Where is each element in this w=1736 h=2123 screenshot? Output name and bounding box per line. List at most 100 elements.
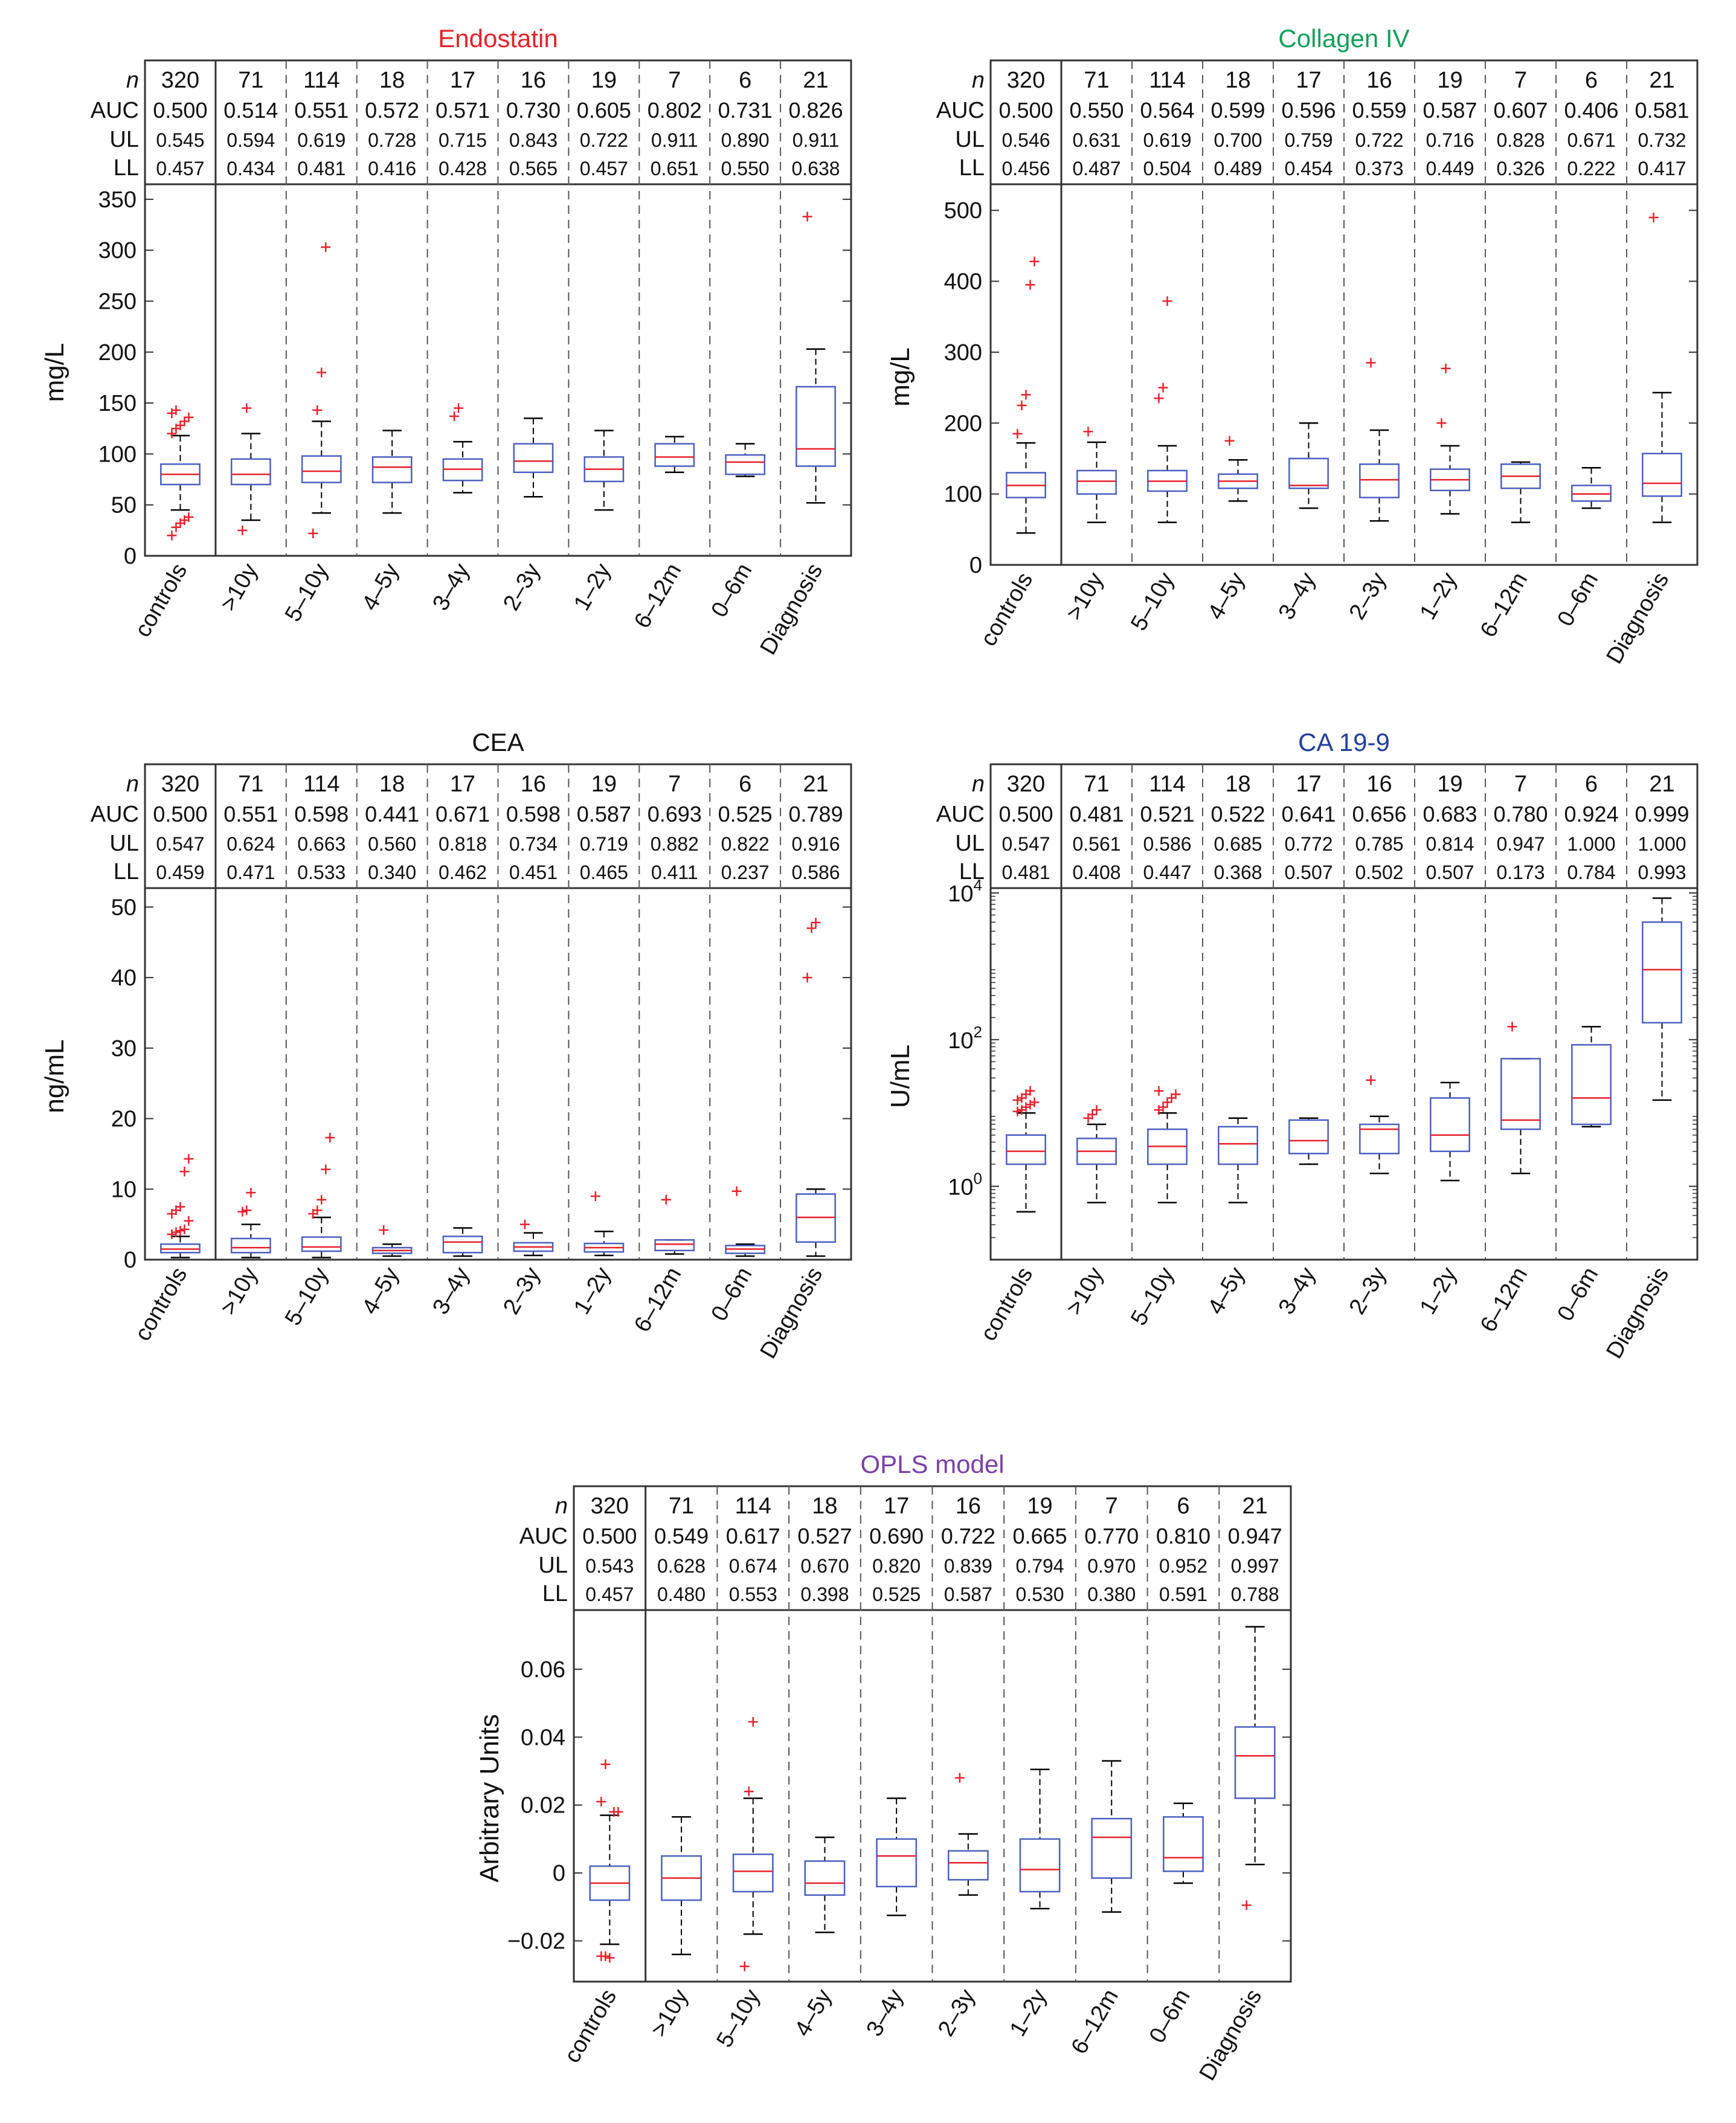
table-cell: 0.521 bbox=[1140, 802, 1194, 826]
outlier-point bbox=[379, 1225, 389, 1235]
outlier-point bbox=[1436, 418, 1447, 428]
table-cell: 0.820 bbox=[872, 1555, 921, 1577]
outlier-point bbox=[184, 412, 194, 422]
chart-title: CA 19-9 bbox=[1298, 728, 1390, 756]
table-row-label: LL bbox=[114, 155, 139, 181]
x-tick-label: 6–12m bbox=[629, 1263, 686, 1337]
table-cell: 0.716 bbox=[1426, 129, 1474, 151]
table-cell: 16 bbox=[956, 1493, 981, 1519]
table-row-label: AUC bbox=[936, 98, 985, 123]
table-cell: 0.456 bbox=[1001, 158, 1050, 179]
table-cell: 19 bbox=[1027, 1493, 1052, 1519]
table-row-label: UL bbox=[109, 831, 139, 856]
table-cell: 0.500 bbox=[153, 802, 207, 826]
table-cell: 0.462 bbox=[439, 862, 487, 883]
table-row-label: AUC bbox=[519, 1524, 568, 1549]
x-tick-label: 1–2y bbox=[569, 559, 616, 615]
y-axis-label: mg/L bbox=[886, 347, 915, 407]
box-6 bbox=[1430, 1081, 1470, 1182]
outlier-point bbox=[1648, 212, 1659, 222]
table-cell: 0.843 bbox=[509, 129, 558, 151]
table-cell: 0.911 bbox=[792, 129, 840, 151]
table-cell: 18 bbox=[1225, 772, 1250, 797]
x-tick-label: 4–5y bbox=[357, 559, 404, 615]
table-cell: 0.828 bbox=[1496, 129, 1545, 151]
table-cell: 17 bbox=[450, 68, 475, 93]
y-tick-label: 30 bbox=[111, 1036, 137, 1062]
table-row-label: UL bbox=[955, 127, 985, 152]
x-tick-label: 3–4y bbox=[1274, 1263, 1321, 1319]
outlier-point bbox=[1154, 393, 1164, 404]
table-cell: 0.428 bbox=[439, 158, 487, 179]
table-cell: 71 bbox=[238, 68, 263, 93]
table-cell: 18 bbox=[1225, 68, 1250, 93]
table-cell: 0.502 bbox=[1355, 862, 1403, 883]
outlier-point bbox=[242, 1205, 252, 1216]
table-row-label: UL bbox=[955, 831, 985, 856]
table-cell: 0.641 bbox=[1281, 802, 1336, 826]
y-tick-label: 300 bbox=[98, 238, 137, 263]
table-cell: 0.489 bbox=[1214, 158, 1262, 179]
x-tick-label: 4–5y bbox=[790, 1985, 837, 2041]
table-cell: 1.000 bbox=[1638, 833, 1686, 855]
outlier-point bbox=[613, 1806, 623, 1817]
box-9 bbox=[1642, 212, 1682, 523]
table-cell: 0.373 bbox=[1355, 158, 1403, 179]
table-cell: 0.731 bbox=[718, 98, 773, 123]
table-cell: 0.693 bbox=[648, 802, 702, 826]
box-0 bbox=[1006, 1086, 1046, 1213]
outlier-point bbox=[1162, 1097, 1172, 1107]
y-tick-label: 150 bbox=[98, 391, 137, 416]
table-cell: 320 bbox=[161, 772, 199, 797]
y-axis-label: ng/mL bbox=[40, 1039, 69, 1113]
table-cell: 0.441 bbox=[365, 802, 419, 826]
y-tick-label: 50 bbox=[111, 895, 137, 920]
table-cell: 0.471 bbox=[227, 862, 275, 883]
outlier-point bbox=[1241, 1900, 1252, 1910]
table-cell: 18 bbox=[379, 772, 405, 797]
outlier-point bbox=[175, 1202, 185, 1212]
table-cell: 0.924 bbox=[1564, 802, 1618, 826]
table-cell: 18 bbox=[812, 1493, 837, 1519]
outlier-point bbox=[1083, 427, 1093, 437]
table-row-label: AUC bbox=[91, 802, 139, 827]
table-cell: 21 bbox=[1243, 1493, 1268, 1519]
x-tick-label: Diagnosis bbox=[1601, 1263, 1674, 1364]
table-cell: 0.454 bbox=[1284, 158, 1333, 179]
table-cell: 0.533 bbox=[297, 862, 346, 883]
box-5 bbox=[513, 1219, 554, 1257]
table-cell: 0.565 bbox=[509, 158, 558, 179]
box-1 bbox=[1076, 1105, 1117, 1203]
table-cell: 0.839 bbox=[944, 1555, 992, 1577]
box-7 bbox=[654, 436, 695, 473]
x-tick-label: 5–10y bbox=[1126, 1263, 1179, 1330]
box-6 bbox=[583, 430, 625, 511]
table-cell: 0.732 bbox=[1638, 129, 1686, 151]
box-6 bbox=[583, 1191, 625, 1257]
x-tick-label: 0–6m bbox=[1552, 1263, 1603, 1326]
box-7 bbox=[1091, 1760, 1133, 1913]
outlier-point bbox=[1366, 1075, 1376, 1085]
table-cell: 0.465 bbox=[580, 862, 628, 883]
table-cell: 0.527 bbox=[797, 1524, 852, 1548]
table-row-label: AUC bbox=[936, 802, 985, 827]
table-cell: 0.559 bbox=[1352, 98, 1406, 123]
outlier-point bbox=[175, 420, 185, 431]
table-cell: 0.500 bbox=[998, 802, 1053, 826]
table-cell: 0.665 bbox=[1013, 1524, 1067, 1548]
box-4 bbox=[442, 1227, 483, 1257]
outlier-point bbox=[600, 1951, 611, 1961]
iqr-box bbox=[876, 1838, 918, 1887]
table-row-label: n bbox=[972, 68, 985, 93]
table-cell: 19 bbox=[591, 68, 617, 93]
x-tick-label: 4–5y bbox=[357, 1263, 404, 1319]
x-tick-label: 2–3y bbox=[933, 1985, 980, 2041]
y-tick-label: 0.04 bbox=[521, 1725, 565, 1750]
table-cell: 0.822 bbox=[721, 833, 770, 855]
y-tick-label: 0 bbox=[124, 1248, 137, 1273]
table-cell: 0.997 bbox=[1231, 1555, 1279, 1577]
outlier-point bbox=[308, 528, 318, 538]
table-cell: 0.598 bbox=[506, 802, 561, 826]
table-cell: 0.619 bbox=[297, 129, 346, 151]
